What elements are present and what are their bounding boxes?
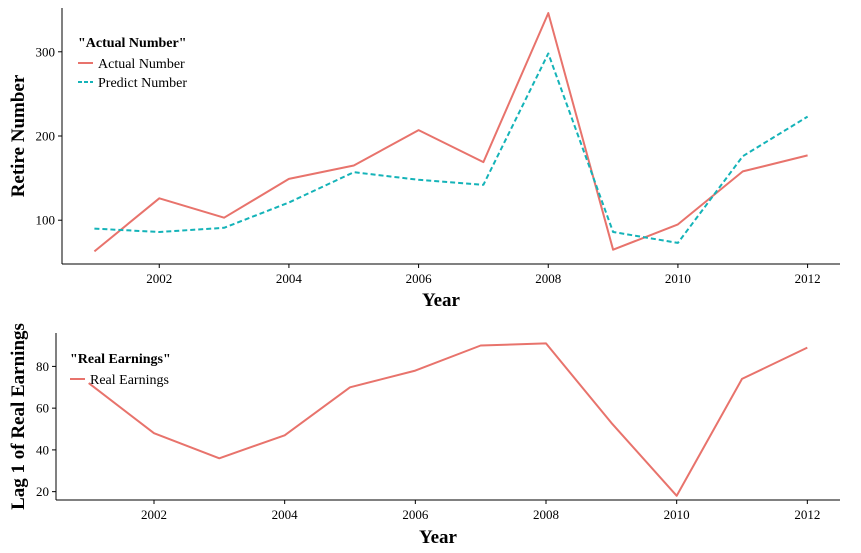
x-tick-label: 2010 [664,507,690,522]
x-tick-label: 2010 [665,271,691,286]
y-tick-label: 60 [36,401,49,416]
x-tick-label: 2006 [402,507,429,522]
x-tick-label: 2004 [272,507,299,522]
x-tick-label: 2006 [406,271,433,286]
x-tick-label: 2002 [146,271,172,286]
series-line-actual-number [93,12,808,253]
series-line-real-earnings [88,342,808,497]
x-tick-label: 2008 [535,271,561,286]
chart-panel-bottom: 2002 2004 2006 2008 2010 2012 20 40 60 80 Year Lag … [8,323,840,548]
x-axis-title: Year [422,290,461,311]
y-tick-label: 80 [36,359,49,374]
series-line-predict-number [94,52,809,244]
legend: "Actual Number" Actual Number Predict Numb… [78,36,187,91]
y-tick-label: 40 [36,442,49,457]
legend-label: Predict Number [98,76,187,91]
y-tick-label: 300 [36,44,56,59]
y-axis-title: Lag 1 of Real Earnings [8,323,29,510]
x-tick-label: 2008 [533,507,559,522]
y-axis-title: Retire Number [8,74,29,197]
y-tick-label: 20 [36,484,49,499]
legend-title: "Real Earnings" [70,352,171,367]
x-tick-label: 2012 [794,507,820,522]
chart-panel-top: 2002 2004 2006 2008 2010 2012 100 200 300 Year Ret… [8,8,840,311]
y-tick-label: 100 [36,213,56,228]
legend-label: Actual Number [98,57,185,72]
x-tick-label: 2002 [141,507,167,522]
x-tick-label: 2012 [795,271,821,286]
x-tick-label: 2004 [276,271,303,286]
legend: "Real Earnings" Real Earnings [70,352,171,388]
legend-label: Real Earnings [90,373,169,388]
x-axis-title: Year [419,527,458,548]
y-tick-label: 200 [36,129,56,144]
legend-title: "Actual Number" [78,36,186,51]
